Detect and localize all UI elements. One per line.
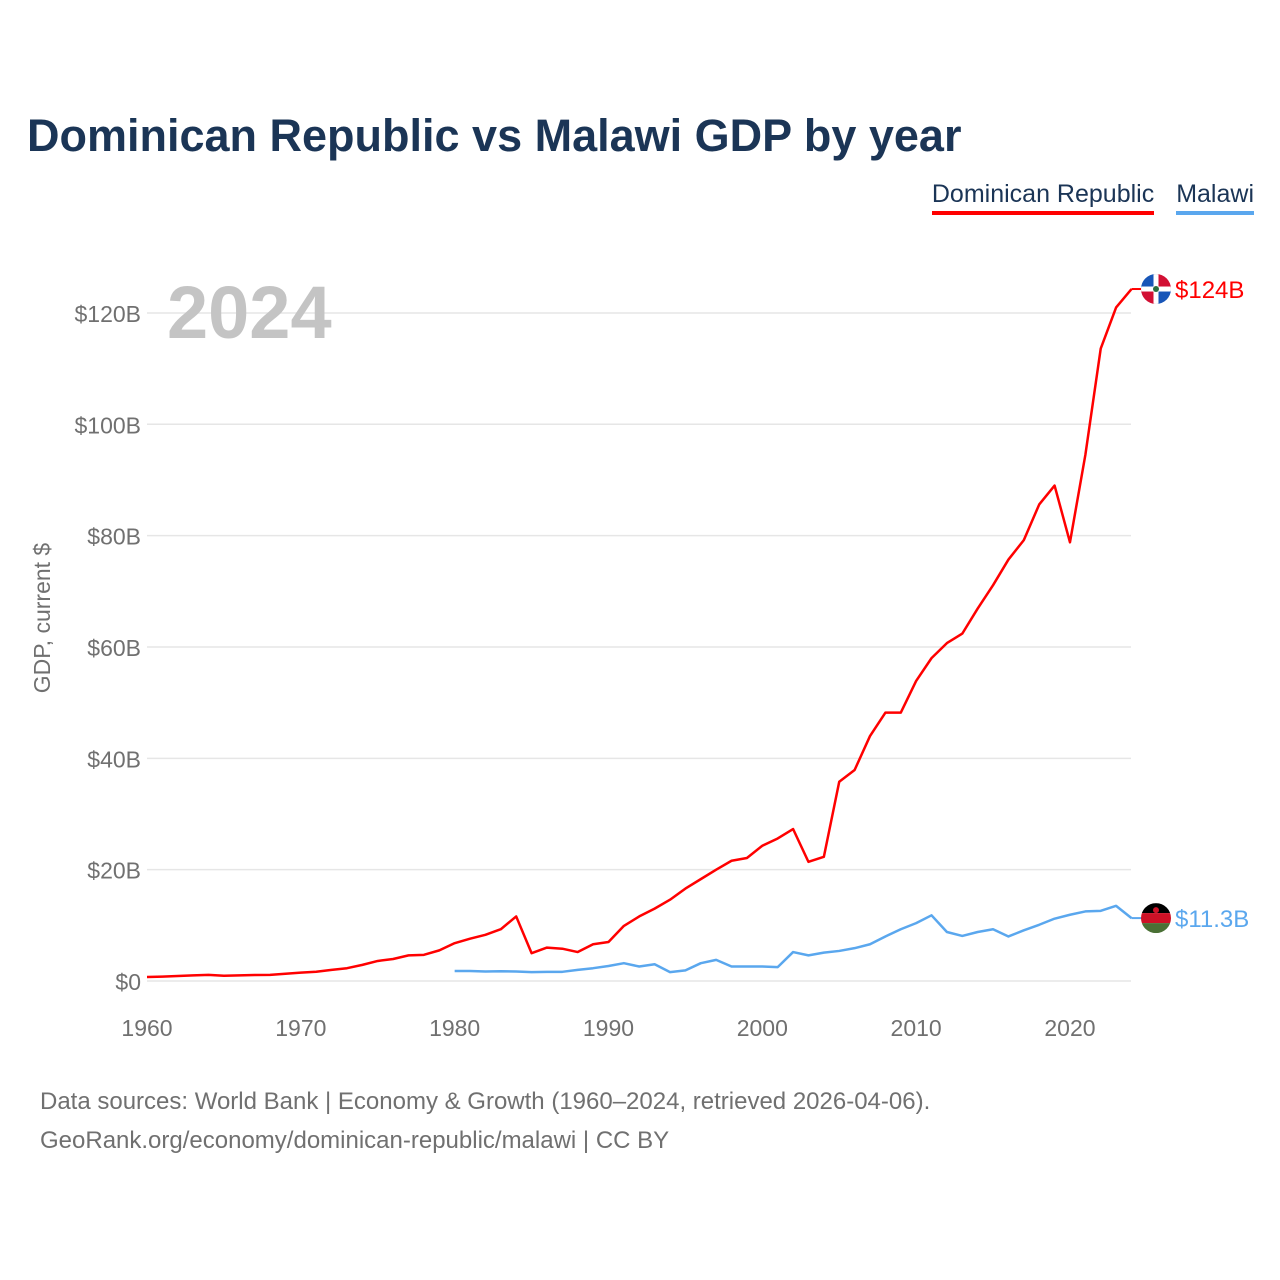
y-tick-label: $100B bbox=[74, 412, 141, 438]
x-tick-label: 1990 bbox=[583, 1015, 634, 1041]
end-value-label: $124B bbox=[1175, 277, 1244, 304]
source-link[interactable]: GeoRank.org/economy/dominican-republic/m… bbox=[40, 1127, 670, 1154]
y-tick-label: $120B bbox=[74, 301, 141, 327]
footer: Data sources: World Bank | Economy & Gro… bbox=[40, 1082, 930, 1160]
x-tick-label: 1980 bbox=[429, 1015, 480, 1041]
y-tick-label: $80B bbox=[87, 524, 141, 550]
legend: Dominican Republic Malawi bbox=[931, 180, 1254, 215]
y-tick-label: $40B bbox=[87, 746, 141, 772]
x-tick-label: 1970 bbox=[275, 1015, 326, 1041]
grid: $0 $20B $40B $60B $80B $100B $120B 1960 1970 1980… bbox=[74, 301, 1131, 1041]
y-tick-label: $0 bbox=[115, 969, 141, 995]
legend-item-malawi[interactable]: Malawi bbox=[1176, 180, 1254, 215]
y-tick-label: $60B bbox=[87, 635, 141, 661]
chart-title: Dominican Republic vs Malawi GDP by year bbox=[27, 110, 962, 161]
x-tick-label: 2020 bbox=[1044, 1015, 1095, 1041]
series-line-dominican-republic bbox=[146, 288, 1133, 979]
dominican-republic-flag-icon bbox=[1141, 274, 1171, 305]
end-value-label: $11.3B bbox=[1175, 906, 1249, 933]
legend-item-dominican-republic[interactable]: Dominican Republic bbox=[931, 180, 1155, 215]
y-axis-label: GDP, current $ bbox=[29, 543, 55, 694]
series-line-malawi bbox=[454, 904, 1133, 974]
x-tick-label: 2010 bbox=[891, 1015, 942, 1041]
data-source: Data sources: World Bank | Economy & Gro… bbox=[40, 1088, 931, 1115]
y-tick-label: $20B bbox=[87, 858, 141, 884]
x-tick-label: 1960 bbox=[121, 1015, 172, 1041]
x-tick-label: 2000 bbox=[737, 1015, 788, 1041]
year-watermark: 2024 bbox=[167, 271, 332, 354]
malawi-flag-icon bbox=[1141, 903, 1171, 934]
